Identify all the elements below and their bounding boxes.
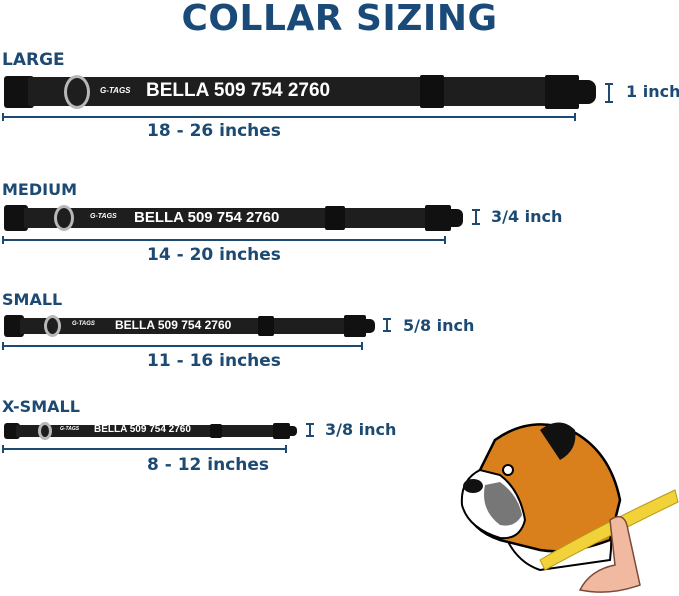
boxer-dog-measuring-illustration [460, 422, 679, 593]
page-title: COLLAR SIZING [181, 0, 498, 39]
length-line [2, 236, 446, 244]
engraving-text: BELLA 509 754 2760 [94, 424, 191, 435]
buckle-prong [365, 319, 375, 333]
size-label-medium: MEDIUM [2, 180, 77, 199]
size-label-large: LARGE [2, 50, 65, 70]
range-small: 11 - 16 inches [147, 351, 281, 371]
brand-logo: G-TAGS [60, 426, 80, 432]
d-ring [44, 315, 61, 337]
width-indicator [306, 423, 314, 437]
dog-eye [502, 464, 514, 476]
engraving-text: BELLA 509 754 2760 [146, 80, 331, 101]
d-ring [64, 75, 90, 109]
width-indicator [472, 209, 480, 225]
measuring-tape [539, 489, 679, 571]
collar-x-small: G-TAGS BELLA 509 754 2760 [0, 422, 300, 440]
buckle-prong [578, 80, 596, 104]
keeper-loop [210, 424, 222, 438]
size-label-small: SMALL [2, 290, 63, 309]
keeper-loop [325, 206, 345, 230]
width-x-small: 3/8 inch [325, 420, 397, 439]
buckle-prong [450, 209, 463, 227]
size-label-x-small: X-SMALL [2, 397, 80, 416]
buckle-male [545, 75, 579, 109]
brand-logo: G-TAGS [90, 213, 117, 220]
length-line [2, 445, 287, 453]
dog-ear [540, 422, 576, 460]
engraving-text: BELLA 509 754 2760 [134, 209, 280, 226]
buckle-male [344, 315, 366, 337]
buckle-male [425, 205, 451, 231]
buckle-prong [289, 426, 297, 436]
keeper-loop [258, 316, 274, 336]
dog-jowl [484, 482, 522, 526]
brand-logo: G-TAGS [100, 86, 131, 95]
range-large: 18 - 26 inches [147, 121, 281, 141]
range-x-small: 8 - 12 inches [146, 455, 270, 475]
width-indicator [605, 83, 613, 103]
width-indicator [383, 318, 391, 332]
length-line [2, 113, 576, 121]
collar-large: G-TAGS BELLA 509 754 2760 [0, 74, 600, 110]
d-ring [38, 422, 52, 440]
buckle-female [4, 315, 24, 337]
hand [578, 515, 641, 593]
engraving-text: BELLA 509 754 2760 [115, 318, 232, 332]
length-line [2, 342, 363, 350]
keeper-loop [420, 75, 444, 108]
d-ring [54, 205, 74, 231]
buckle-male [273, 423, 290, 439]
strap [28, 77, 548, 106]
range-medium: 14 - 20 inches [147, 245, 281, 265]
width-medium: 3/4 inch [491, 207, 563, 226]
brand-logo: G-TAGS [72, 321, 95, 327]
dog-nose [463, 479, 483, 493]
collar-medium: G-TAGS BELLA 509 754 2760 [0, 204, 465, 232]
width-large: 1 inch [626, 82, 679, 101]
collar-small: G-TAGS BELLA 509 754 2760 [0, 314, 378, 338]
width-small: 5/8 inch [403, 316, 475, 335]
